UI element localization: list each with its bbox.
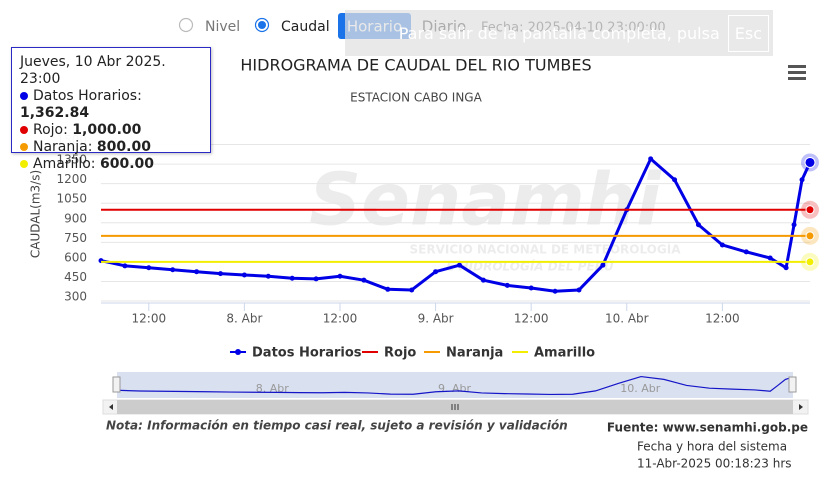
data-point: [743, 249, 749, 255]
data-point: [241, 272, 247, 278]
chart-title: HIDROGRAMA DE CAUDAL DEL RIO TUMBES: [240, 56, 591, 75]
data-point: [799, 177, 805, 183]
legend-label[interactable]: Datos Horarios: [252, 346, 362, 361]
hover-marker: [805, 257, 815, 267]
data-point: [480, 277, 486, 283]
watermark-text: Senamhi: [309, 158, 662, 242]
tooltip-header: Jueves, 10 Abr 2025. 23:00: [20, 54, 166, 87]
data-point: [217, 271, 223, 277]
x-tick-label: 10. Abr: [605, 312, 649, 326]
navigator-handle[interactable]: [788, 376, 797, 393]
tooltip-series-name: Naranja: [33, 139, 97, 155]
hover-marker: [805, 231, 815, 241]
data-point: [504, 282, 510, 288]
x-tick-label: 9. Abr: [418, 312, 454, 326]
fullscreen-notice: Para salir de la pantalla completa, puls…: [345, 10, 773, 56]
tooltip-row: Amarillo600.00: [20, 156, 202, 173]
data-point: [719, 242, 725, 248]
tooltip-series-name: Datos Horarios: [33, 88, 142, 104]
radio-label: Nivel: [205, 19, 240, 35]
legend-label[interactable]: Rojo: [384, 346, 416, 361]
radio[interactable]: [178, 17, 194, 33]
data-point: [170, 267, 176, 273]
data-point: [783, 265, 789, 271]
legend-label[interactable]: Naranja: [446, 346, 503, 361]
x-tick-label: 12:00: [132, 312, 167, 326]
watermark-text: SERVICIO NACIONAL DE METEOROLOGÍA: [410, 242, 682, 257]
data-point: [409, 287, 415, 293]
data-point: [265, 273, 271, 279]
y-tick-label: 1200: [56, 172, 87, 186]
radio-dot: [258, 21, 266, 29]
tooltip-value: 600.00: [99, 156, 154, 172]
data-point: [648, 156, 654, 162]
data-point: [528, 285, 534, 291]
chart-subtitle: ESTACION CABO INGA: [350, 91, 482, 105]
radio-label: Caudal: [281, 19, 330, 35]
data-point: [337, 273, 343, 279]
menu-bar: [788, 71, 806, 74]
data-point: [361, 277, 367, 283]
x-tick-label: 12:00: [514, 312, 549, 326]
y-tick-label: 300: [64, 290, 87, 304]
y-axis-title: CAUDAL(m3/s): [29, 170, 43, 258]
data-point: [552, 288, 558, 294]
hover-marker: [804, 156, 816, 168]
tooltip-series-name: Rojo: [33, 122, 72, 138]
y-tick-label: 750: [64, 231, 87, 245]
system-time-label: Fecha y hora del sistema: [637, 440, 787, 454]
tooltip-value: 1,000.00: [72, 122, 142, 138]
data-point: [433, 269, 439, 275]
data-point: [313, 276, 319, 282]
system-time: 11-Abr-2025 00:18:23 hrs: [637, 457, 792, 471]
tooltip-row: Naranja800.00: [20, 139, 202, 156]
data-point: [385, 286, 391, 292]
data-point: [767, 255, 773, 261]
note: Nota: Información en tiempo casi real, s…: [106, 419, 568, 433]
data-point: [194, 269, 200, 275]
data-point: [576, 287, 582, 293]
navigator-tick-label: 9. Abr: [438, 382, 471, 395]
menu-icon[interactable]: [788, 65, 806, 80]
data-point: [122, 263, 128, 269]
menu-bar: [788, 77, 806, 80]
legend-marker: [235, 349, 241, 355]
tooltip-row: Rojo1,000.00: [20, 122, 202, 139]
tooltip: Jueves, 10 Abr 2025. 23:00 Datos Horarios…: [11, 47, 211, 172]
data-point: [600, 262, 606, 268]
scrollbar-grip: [451, 404, 459, 410]
data-point: [695, 222, 701, 228]
navigator-handle[interactable]: [112, 376, 121, 393]
data-point: [456, 262, 462, 268]
navigator-mask: [117, 372, 793, 398]
tooltip-row: Datos Horarios1,362.84: [20, 88, 202, 122]
tooltip-series-name: Amarillo: [33, 156, 100, 172]
x-tick-label: 8. Abr: [226, 312, 262, 326]
source: Fuente: www.senamhi.gob.pe: [607, 421, 808, 435]
y-tick-label: 600: [64, 250, 87, 264]
hover-marker: [805, 205, 815, 215]
x-tick-label: 12:00: [705, 312, 740, 326]
navigator-tick-label: 10. Abr: [620, 382, 660, 395]
y-tick-label: 900: [64, 211, 87, 225]
navigator-line: [116, 375, 794, 396]
scrollbar-arrow: [109, 404, 113, 410]
x-tick-label: 12:00: [323, 312, 358, 326]
notice-key: Esc: [727, 14, 769, 52]
legend-label[interactable]: Amarillo: [534, 346, 595, 361]
tooltip-value: 1,362.84: [20, 105, 90, 121]
data-point: [672, 177, 678, 183]
y-tick-label: 1050: [56, 192, 87, 206]
notice-text: Para salir de la pantalla completa, puls…: [398, 23, 720, 43]
tooltip-value: 800.00: [96, 139, 151, 155]
y-tick-label: 450: [64, 270, 87, 284]
scrollbar-arrow: [799, 404, 803, 410]
data-point: [289, 275, 295, 281]
menu-bar: [788, 65, 806, 68]
data-point: [146, 265, 152, 271]
data-point: [791, 222, 797, 228]
